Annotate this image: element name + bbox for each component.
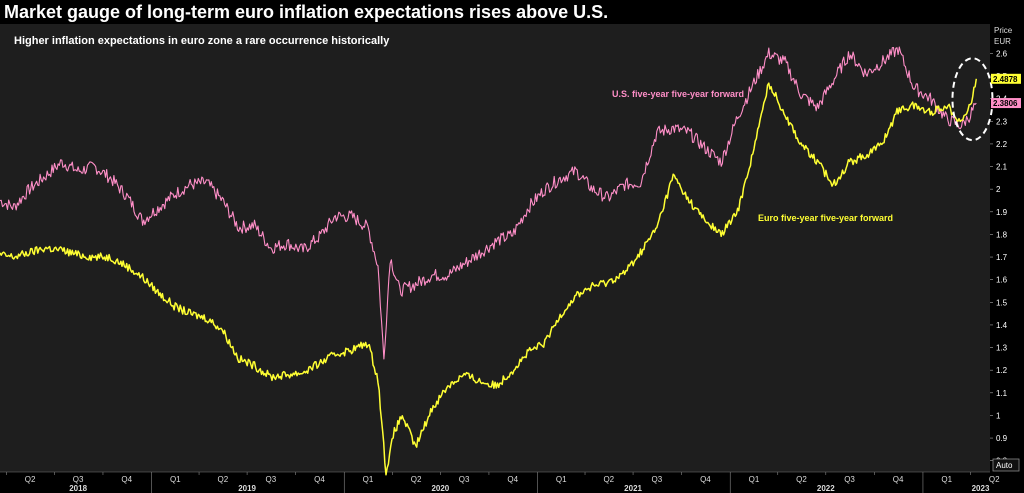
x-tick-label: Q2	[217, 475, 228, 484]
x-tick-label: Q4	[700, 475, 711, 484]
last-value-badges: 2.3806 2.4878	[991, 73, 1021, 109]
x-tick-label: Q2	[411, 475, 422, 484]
x-tick-label: Q2	[796, 475, 807, 484]
x-tick-label: Q4	[507, 475, 518, 484]
x-tick-label: Q2	[989, 475, 1000, 484]
y-tick-label: 2	[996, 185, 1001, 194]
y-tick-label: 1.5	[996, 298, 1008, 307]
x-tick-label: Q1	[170, 475, 181, 484]
annotations: U.S. five-year five-year forward Euro fiv…	[612, 57, 994, 223]
badge-background	[991, 98, 1021, 109]
x-tick-label: Q1	[363, 475, 374, 484]
y-tick-label: 1.8	[996, 230, 1008, 239]
page-title: Market gauge of long-term euro inflation…	[4, 2, 609, 22]
badge-value: 2.3806	[993, 99, 1018, 108]
x-tick-label: Q2	[603, 475, 614, 484]
y-axis: 0.80.911.11.21.31.41.51.61.71.81.922.12.…	[990, 49, 1008, 466]
last-value-badge-euro: 2.4878	[991, 73, 1021, 84]
series-line-euro	[0, 78, 978, 476]
series-label-euro: Euro five-year five-year forward	[758, 213, 893, 223]
auto-scale-label: Auto	[996, 461, 1013, 470]
x-year-label: 2018	[69, 484, 87, 493]
x-axis: Q2 Q3 Q4 Q1 Q2 Q3 Q4 Q1 Q2 Q3 Q4 Q1 Q2 Q3 Q4 Q1 Q2 Q3 Q4 Q1…	[0, 471, 1000, 493]
x-year-label: 2021	[624, 484, 642, 493]
last-value-badge-us: 2.3806	[991, 98, 1021, 109]
x-tick-label: Q1	[749, 475, 760, 484]
x-tick-label: Q4	[121, 475, 132, 484]
x-tick-label: Q3	[459, 475, 470, 484]
x-tick-label: Q4	[314, 475, 325, 484]
chart-subtitle: Higher inflation expectations in euro zo…	[14, 35, 390, 47]
x-tick-label: Q2	[25, 475, 36, 484]
x-tick-label: Q1	[941, 475, 952, 484]
y-tick-label: 1.3	[996, 344, 1008, 353]
y-tick-label: 0.9	[996, 434, 1008, 443]
x-year-label: 2022	[817, 484, 835, 493]
x-tick-label: Q3	[73, 475, 84, 484]
y-tick-label: 2.3	[996, 117, 1008, 126]
y-tick-label: 2.2	[996, 140, 1008, 149]
plot-area	[0, 24, 990, 472]
y-tick-label: 1.2	[996, 366, 1008, 375]
y-tick-label: 1.1	[996, 389, 1008, 398]
series-layer	[0, 46, 978, 476]
y-tick-label: 1.6	[996, 276, 1008, 285]
x-tick-label: Q3	[266, 475, 277, 484]
y-tick-label: 1	[996, 411, 1001, 420]
x-tick-label: Q4	[893, 475, 904, 484]
x-year-label: 2019	[238, 484, 256, 493]
x-tick-label: Q3	[651, 475, 662, 484]
x-year-label: 2023	[972, 484, 990, 493]
badge-background	[991, 73, 1021, 84]
y-tick-label: 1.7	[996, 253, 1008, 262]
x-year-label: 2020	[431, 484, 449, 493]
auto-scale-button[interactable]: Auto	[992, 458, 1020, 472]
badge-value: 2.4878	[993, 75, 1018, 84]
y-axis-label: Price	[994, 26, 1013, 35]
series-label-us: U.S. five-year five-year forward	[612, 89, 744, 99]
y-tick-label: 2.6	[996, 49, 1008, 58]
x-tick-label: Q3	[844, 475, 855, 484]
y-tick-label: 1.9	[996, 208, 1008, 217]
y-tick-label: 2.1	[996, 163, 1008, 172]
y-tick-label: 1.4	[996, 321, 1008, 330]
x-tick-label: Q1	[556, 475, 567, 484]
y-axis-unit: EUR	[994, 37, 1011, 46]
series-line-us	[0, 46, 977, 360]
